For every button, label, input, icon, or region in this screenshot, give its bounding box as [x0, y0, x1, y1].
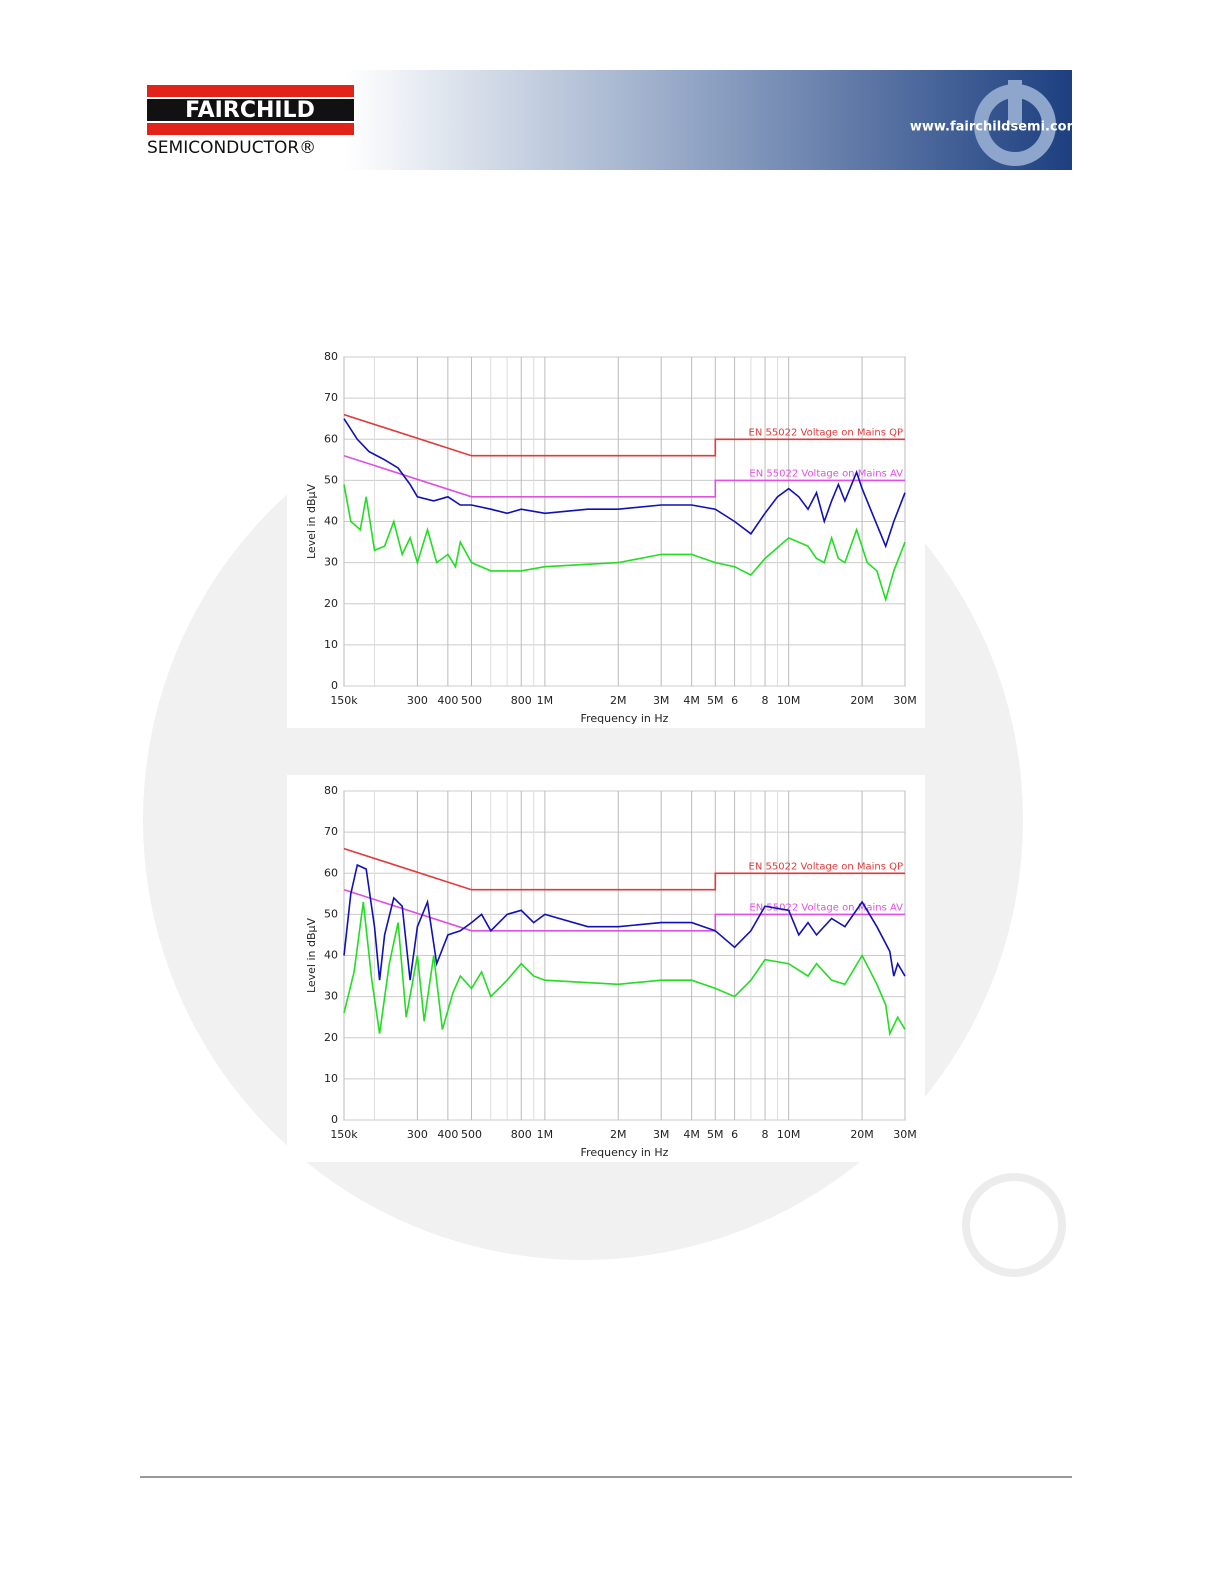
- y-tick-label: 20: [324, 597, 338, 610]
- x-axis-label: Frequency in Hz: [581, 712, 669, 725]
- x-tick-label: 500: [461, 694, 482, 707]
- y-tick-label: 10: [324, 638, 338, 651]
- logo-name: FAIRCHILD: [185, 98, 315, 123]
- y-tick-label: 60: [324, 866, 338, 879]
- logo-sub: SEMICONDUCTOR®: [147, 138, 316, 158]
- x-tick-label: 800: [511, 1128, 532, 1141]
- x-tick-label: 150k: [330, 694, 358, 707]
- x-tick-label: 10M: [777, 1128, 801, 1141]
- x-tick-label: 400: [437, 1128, 458, 1141]
- y-tick-label: 40: [324, 515, 338, 528]
- y-tick-label: 10: [324, 1072, 338, 1085]
- y-tick-label: 80: [324, 350, 338, 363]
- y-tick-label: 0: [331, 679, 338, 692]
- x-tick-label: 150k: [330, 1128, 358, 1141]
- x-tick-label: 20M: [850, 694, 874, 707]
- x-tick-label: 10M: [777, 694, 801, 707]
- series-line: [343, 413, 905, 457]
- x-tick-label: 8: [762, 694, 769, 707]
- x-tick-label: 2M: [610, 694, 627, 707]
- x-tick-label: 500: [461, 1128, 482, 1141]
- series-label: EN 55022 Voltage on Mains QP: [749, 427, 903, 438]
- x-tick-label: 5M: [707, 694, 724, 707]
- series-line: [343, 454, 905, 498]
- x-tick-label: 2M: [610, 1128, 627, 1141]
- series-line: [343, 847, 905, 891]
- header: FAIRCHILD SEMICONDUCTOR® www.fairchildse…: [140, 70, 1080, 170]
- x-axis-label: Frequency in Hz: [581, 1146, 669, 1159]
- url: www.fairchildsemi.com: [910, 120, 1080, 135]
- x-tick-label: 4M: [683, 1128, 700, 1141]
- x-tick-label: 6: [731, 694, 738, 707]
- x-tick-label: 400: [437, 694, 458, 707]
- series-line: [343, 484, 906, 603]
- x-tick-label: 5M: [707, 1128, 724, 1141]
- x-tick-label: 6: [731, 1128, 738, 1141]
- y-tick-label: 30: [324, 556, 338, 569]
- chart: 0 10 20 30 40 50 60 70 80 150k 300 400 500 800 1M 2M 3M 4…: [287, 775, 925, 1162]
- series-line: [343, 418, 906, 549]
- x-tick-label: 800: [511, 694, 532, 707]
- y-tick-label: 20: [324, 1031, 338, 1044]
- y-tick-label: 60: [324, 432, 338, 445]
- x-tick-label: 3M: [653, 694, 670, 707]
- y-tick-label: 70: [324, 825, 338, 838]
- x-tick-label: 4M: [683, 694, 700, 707]
- series-line: [343, 863, 906, 981]
- chart: 0 10 20 30 40 50 60 70 80 150k 300 400 500 800 1M 2M 3M 4…: [287, 341, 925, 728]
- series-label: EN 55022 Voltage on Mains AV: [749, 902, 903, 913]
- x-tick-label: 300: [407, 1128, 428, 1141]
- x-tick-label: 20M: [850, 1128, 874, 1141]
- y-tick-label: 0: [331, 1113, 338, 1126]
- series-label: EN 55022 Voltage on Mains AV: [749, 468, 903, 479]
- x-tick-label: 1M: [537, 694, 554, 707]
- y-tick-label: 70: [324, 391, 338, 404]
- series-label: EN 55022 Voltage on Mains QP: [749, 861, 903, 872]
- y-axis-label: Level in dBµV: [305, 483, 318, 559]
- x-tick-label: 30M: [893, 1128, 917, 1141]
- y-tick-label: 80: [324, 784, 338, 797]
- x-tick-label: 1M: [537, 1128, 554, 1141]
- y-tick-label: 40: [324, 949, 338, 962]
- y-tick-label: 30: [324, 990, 338, 1003]
- y-axis-label: Level in dBµV: [305, 917, 318, 993]
- x-tick-label: 300: [407, 694, 428, 707]
- x-tick-label: 30M: [893, 694, 917, 707]
- y-tick-label: 50: [324, 907, 338, 920]
- series-line: [343, 901, 906, 1037]
- x-tick-label: 8: [762, 1128, 769, 1141]
- x-tick-label: 3M: [653, 1128, 670, 1141]
- y-tick-label: 50: [324, 473, 338, 486]
